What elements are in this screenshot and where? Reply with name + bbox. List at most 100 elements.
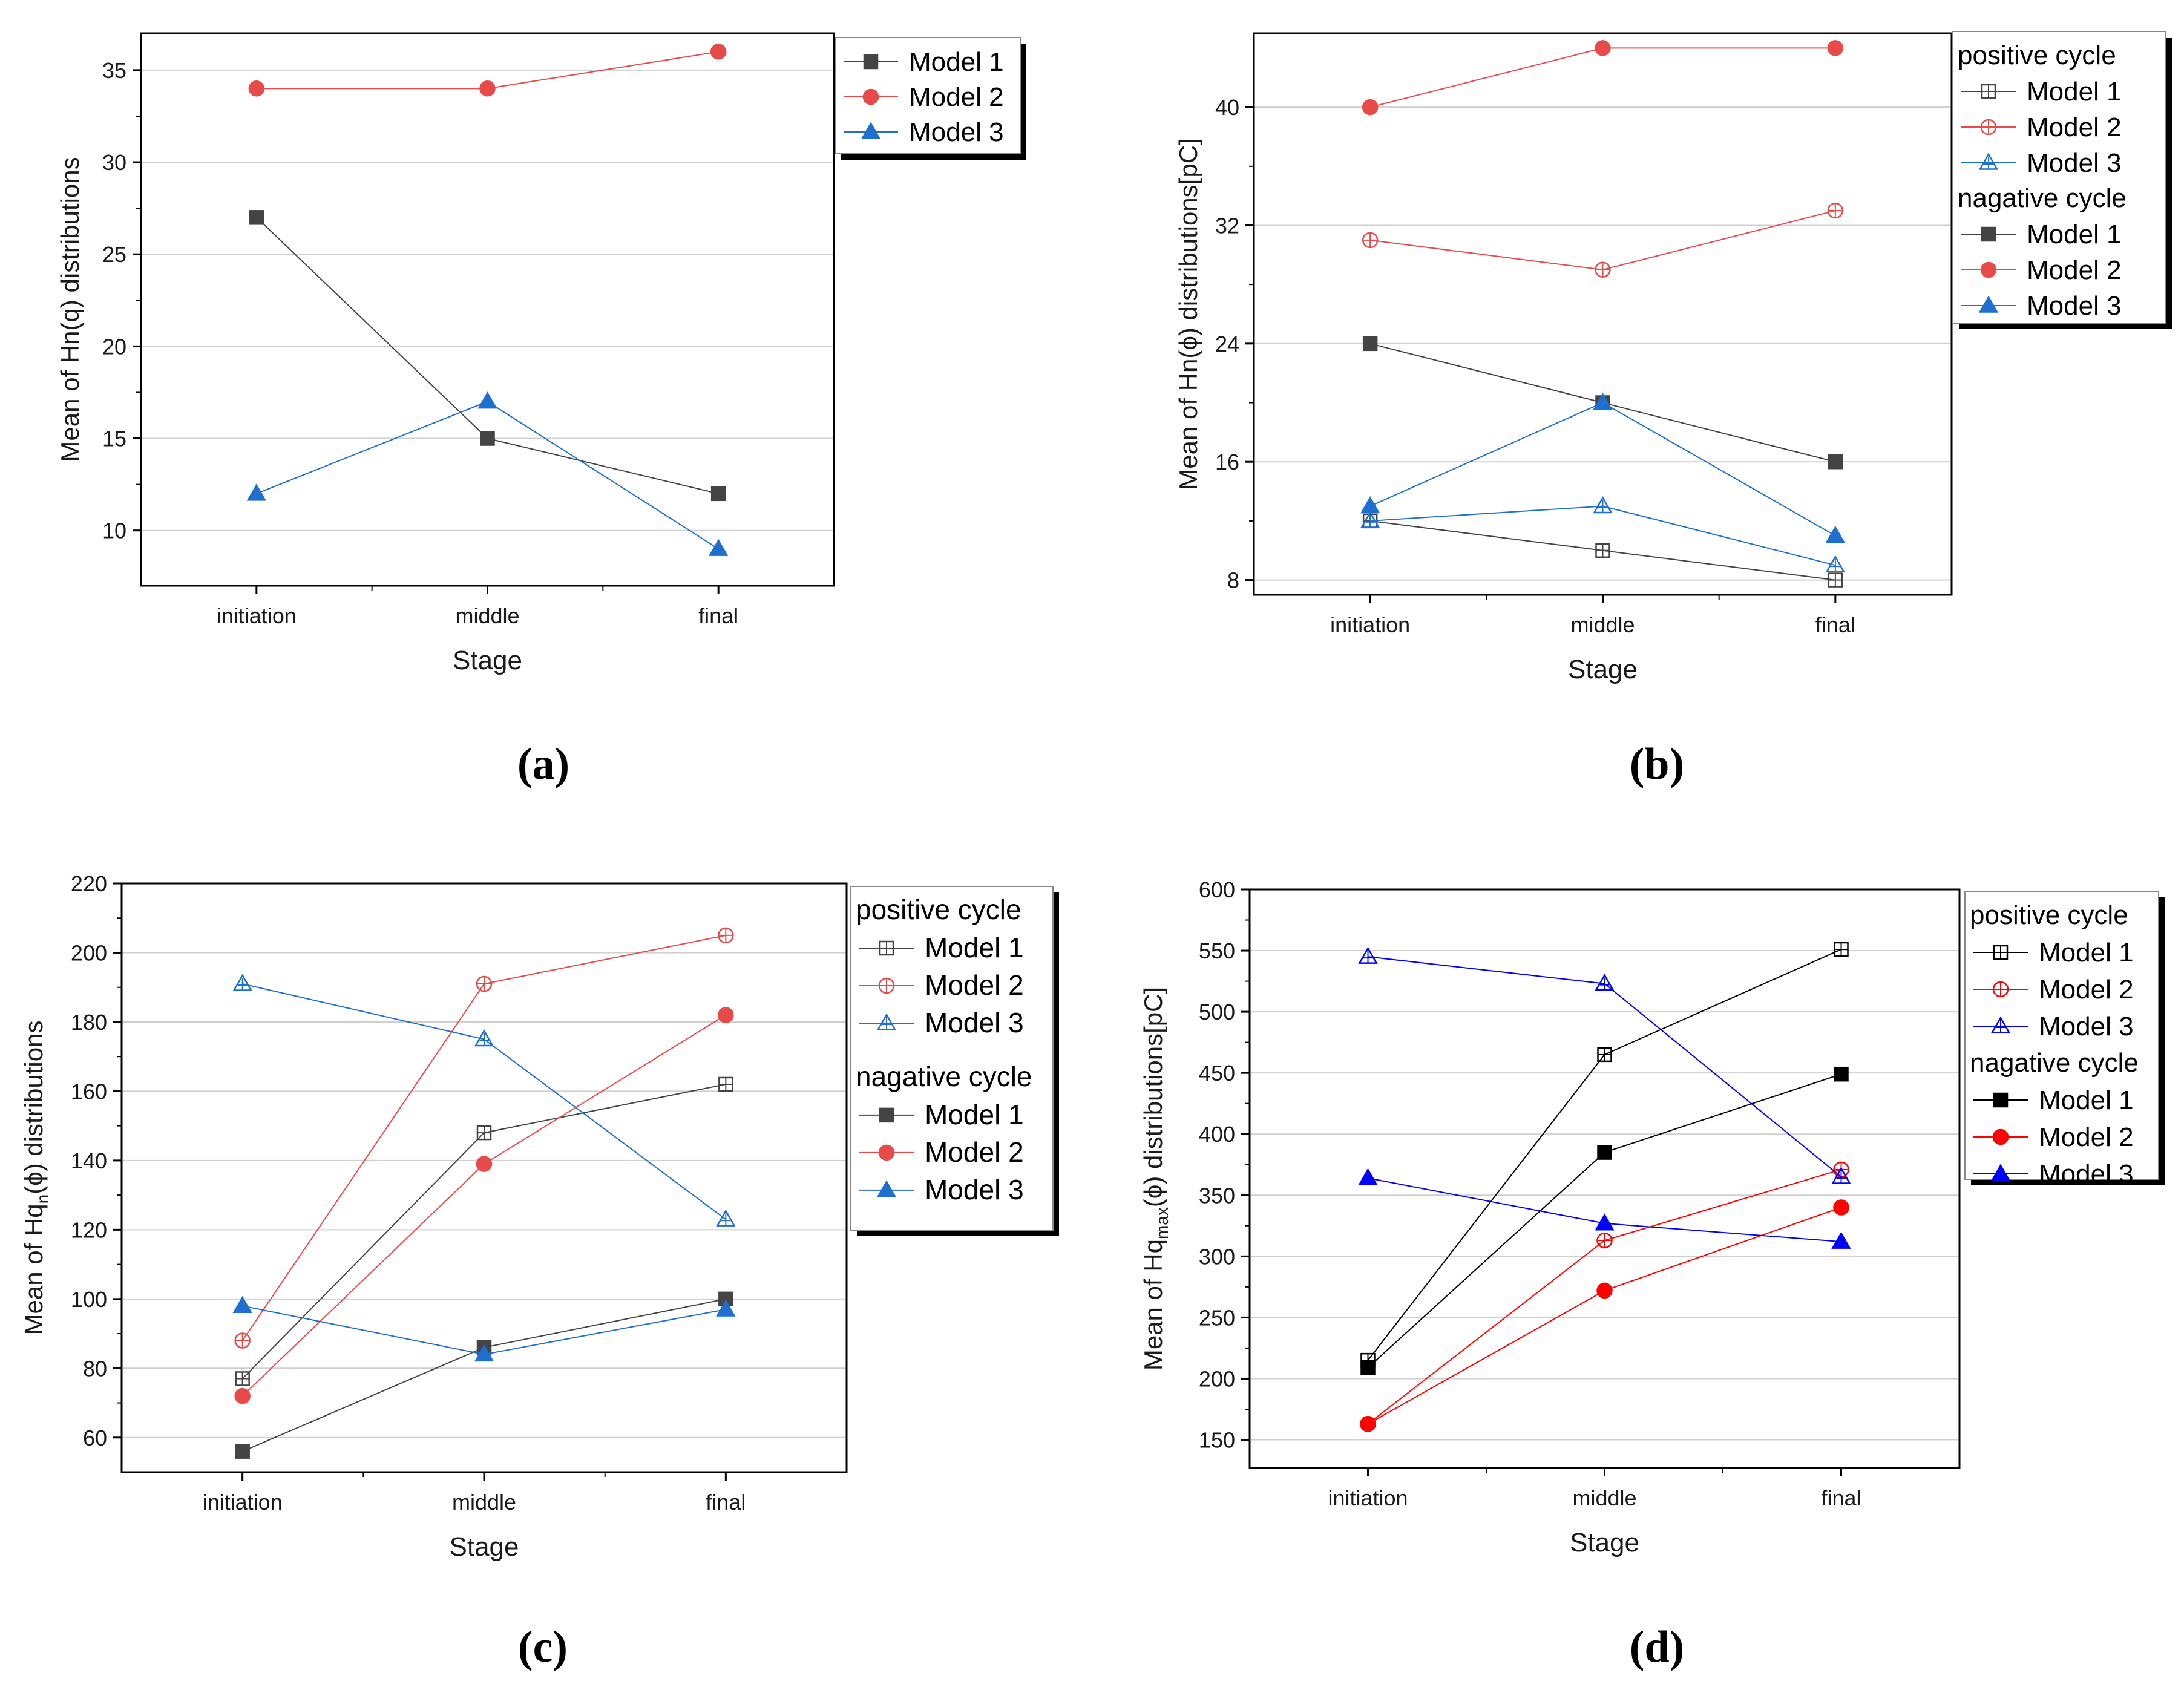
- legend-label: Model 1: [2039, 938, 2134, 968]
- data-point: [1596, 1282, 1613, 1299]
- panel-label: (b): [1630, 739, 1684, 789]
- data-point: [1828, 454, 1843, 470]
- y-tick-label: 16: [1215, 450, 1239, 474]
- y-tick-label: 140: [71, 1148, 107, 1173]
- x-axis-label: Stage: [1568, 655, 1638, 684]
- x-axis-label: Stage: [1570, 1528, 1639, 1557]
- x-tick-label: final: [1821, 1485, 1861, 1510]
- series-line: [1370, 210, 1836, 270]
- y-tick-label: 40: [1215, 95, 1239, 120]
- x-tick-label: middle: [1572, 1485, 1636, 1510]
- x-tick-label: final: [698, 603, 738, 628]
- series-line: [256, 217, 719, 494]
- data-point: [1362, 336, 1378, 352]
- panel-a: 10 15 20 25 30 35 initiation middle final Stage Me…: [56, 32, 1026, 789]
- y-axis-label: Mean of Hn(ϕ) distributions[pC]: [1174, 138, 1202, 490]
- legend-label: Model 3: [2027, 148, 2122, 178]
- legend-group-title: positive cycle: [1958, 41, 2116, 70]
- legend-marker: [1978, 295, 1999, 313]
- legend-box: [850, 886, 1054, 1231]
- legend-label: Model 1: [925, 932, 1024, 963]
- y-tick-label: 10: [102, 519, 126, 543]
- legend-label: Model 3: [2039, 1159, 2134, 1189]
- legend-marker: [876, 1180, 897, 1197]
- data-point: [1595, 1213, 1615, 1231]
- legend-marker: [1980, 261, 1997, 278]
- y-tick-label: 8: [1227, 568, 1239, 593]
- x-tick-label: initiation: [1330, 612, 1410, 637]
- data-point: [246, 483, 266, 501]
- data-point: [1825, 525, 1845, 543]
- data-point: [248, 80, 265, 97]
- data-point: [1362, 99, 1379, 116]
- y-tick-label: 450: [1199, 1061, 1235, 1086]
- data-point: [479, 80, 496, 97]
- plot-frame: [1248, 888, 1961, 1469]
- data-point: [709, 539, 729, 556]
- legend-label: Model 2: [925, 1136, 1024, 1168]
- panel-c: 60 80 100 120 140 160 180 200 220 initiation middl…: [19, 871, 1059, 1672]
- x-tick-label: middle: [452, 1490, 516, 1515]
- y-tick-label: 220: [71, 871, 107, 896]
- data-point: [249, 210, 264, 225]
- data-point: [1593, 393, 1613, 410]
- y-tick-label: 400: [1199, 1122, 1235, 1147]
- y-tick-label: 180: [71, 1010, 107, 1035]
- legend-marker: [863, 54, 879, 70]
- y-tick-label: 100: [71, 1287, 107, 1312]
- x-axis-label: Stage: [450, 1532, 519, 1562]
- panel-label: (a): [517, 739, 569, 789]
- y-tick-label: 300: [1199, 1244, 1235, 1269]
- x-tick-label: initiation: [1328, 1485, 1408, 1510]
- data-point: [474, 1344, 494, 1362]
- data-point: [476, 1156, 493, 1172]
- y-axis-label: Mean of Hqn(ϕ) distributions: [19, 1021, 52, 1335]
- y-axis-label: Mean of Hqmax(ϕ) distributions[pC]: [1139, 987, 1172, 1371]
- data-point: [1358, 1168, 1378, 1185]
- y-tick-label: 25: [102, 242, 126, 267]
- legend-marker: [1993, 1092, 2009, 1108]
- legend-label: Model 1: [909, 47, 1004, 77]
- data-point: [234, 1387, 251, 1404]
- legend-group-title: nagative cycle: [856, 1061, 1032, 1092]
- legend-marker: [878, 1144, 895, 1161]
- series-line: [1369, 47, 1835, 108]
- data-point: [235, 1444, 250, 1459]
- y-axis-label: Mean of Hn(q) distributions: [56, 157, 84, 462]
- data-point: [710, 486, 726, 502]
- legend-label: Model 2: [909, 82, 1004, 112]
- legend-marker: [1990, 1164, 2011, 1181]
- y-tick-label: 15: [102, 427, 126, 451]
- panel-d: 150 200 250 300 350 400 450 500 550 600 initiation…: [1139, 877, 2165, 1672]
- legend-label: Model 3: [925, 1174, 1024, 1205]
- legend-label: Model 3: [925, 1007, 1024, 1038]
- y-tick-label: 35: [102, 58, 126, 83]
- x-tick-label: initiation: [217, 603, 297, 628]
- data-point: [718, 1007, 734, 1023]
- series-line: [242, 983, 726, 1220]
- plot-frame: [1253, 32, 1953, 596]
- legend-group-title: nagative cycle: [1958, 183, 2127, 213]
- x-tick-label: middle: [455, 603, 519, 628]
- data-point: [1360, 496, 1380, 514]
- x-tick-label: final: [706, 1490, 746, 1515]
- legend-group-title: positive cycle: [1970, 900, 2128, 930]
- data-point: [477, 391, 497, 409]
- data-point: [1595, 40, 1611, 56]
- panel-label: (d): [1630, 1622, 1684, 1672]
- plot-frame: [140, 32, 835, 587]
- legend-label: Model 3: [2039, 1012, 2134, 1041]
- y-tick-label: 350: [1199, 1183, 1235, 1208]
- y-tick-label: 200: [1199, 1366, 1235, 1391]
- data-point: [1597, 1145, 1612, 1160]
- data-point: [480, 431, 495, 446]
- y-tick-label: 600: [1199, 877, 1235, 902]
- data-point: [710, 44, 727, 60]
- data-point: [1827, 40, 1844, 56]
- y-tick-label: 30: [102, 150, 126, 175]
- y-tick-label: 200: [71, 940, 107, 965]
- panel-label: (c): [518, 1622, 568, 1672]
- legend-label: Model 2: [2027, 255, 2122, 285]
- series-line: [256, 401, 719, 549]
